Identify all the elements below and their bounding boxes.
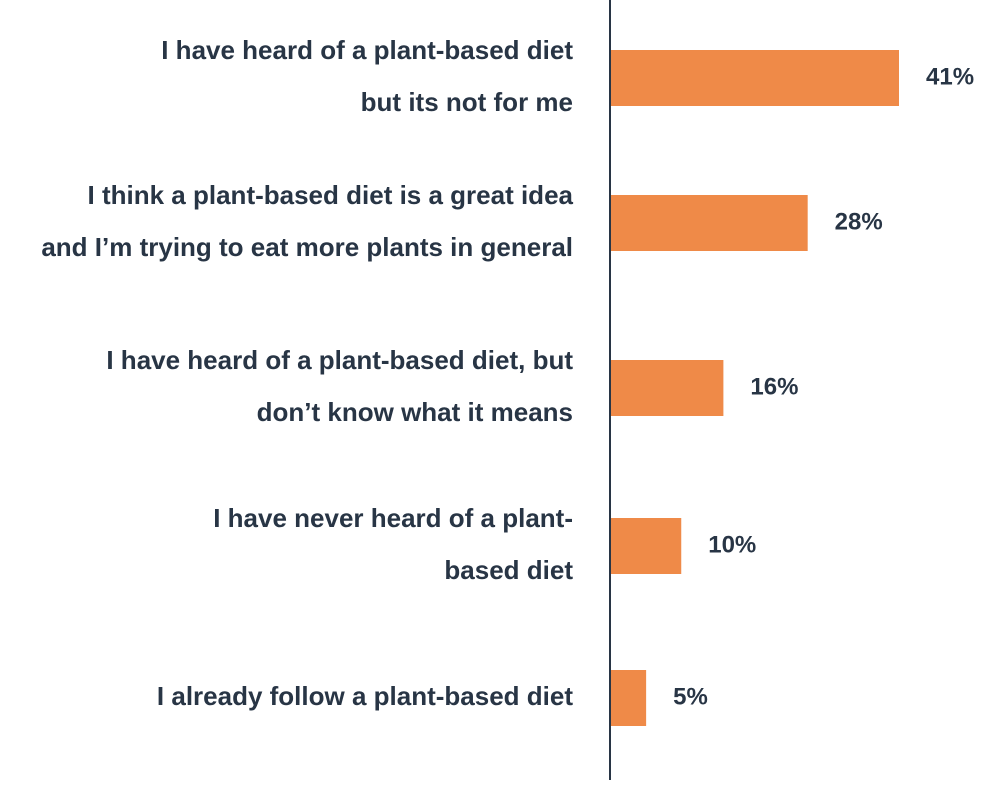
category-label-3-line-2: don’t know what it means (257, 397, 573, 427)
category-label-2-line-1: I think a plant-based diet is a great id… (88, 180, 574, 210)
bar-value-label-3: 16% (750, 373, 798, 400)
bar-value-label-2: 28% (835, 208, 883, 235)
category-label-3-line-1: I have heard of a plant-based diet, but (106, 345, 573, 375)
bar-5 (611, 670, 647, 726)
category-label-4-line-2: based diet (444, 555, 573, 585)
bar-3 (611, 360, 724, 416)
category-label-2-line-2: and I’m trying to eat more plants in gen… (41, 232, 573, 262)
bar-value-label-5: 5% (673, 683, 708, 710)
category-label-1-line-1: I have heard of a plant-based diet (161, 35, 573, 65)
category-label-4-line-1: I have never heard of a plant- (213, 503, 573, 533)
bar-2 (611, 195, 808, 251)
bar-4 (611, 518, 682, 574)
category-label-5-line-1: I already follow a plant-based diet (157, 681, 573, 711)
bar-1 (611, 50, 899, 106)
bar-value-label-4: 10% (708, 531, 756, 558)
bar-value-label-1: 41% (926, 63, 974, 90)
category-label-1-line-2: but its not for me (361, 87, 573, 117)
